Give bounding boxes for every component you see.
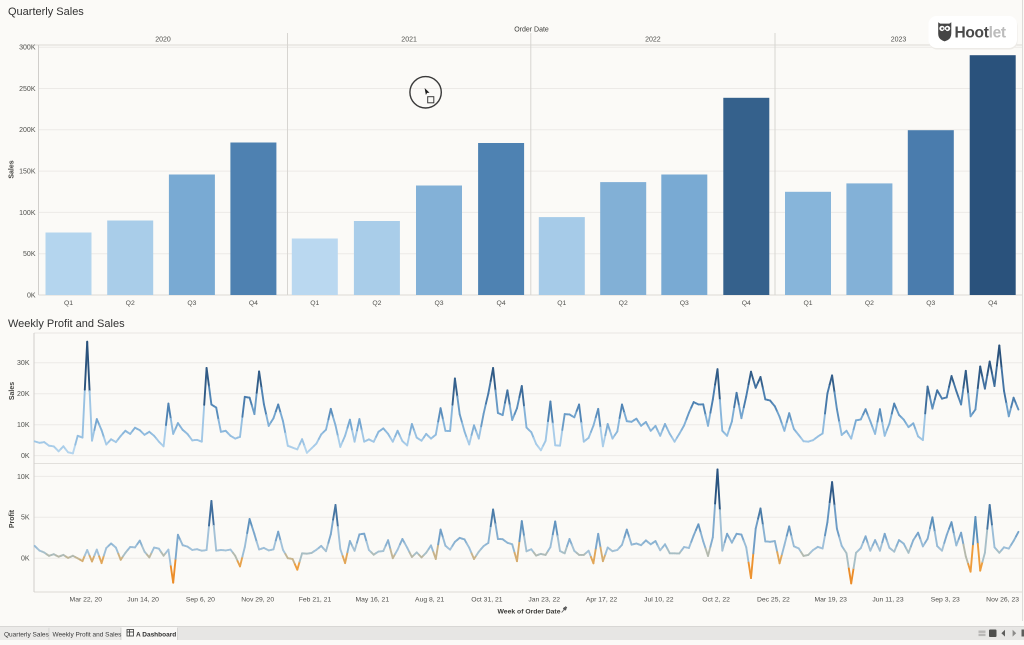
svg-text:Profit: Profit xyxy=(9,509,16,528)
svg-text:5K: 5K xyxy=(21,515,30,522)
svg-text:Sales: Sales xyxy=(9,160,16,178)
svg-text:Apr 17, 22: Apr 17, 22 xyxy=(586,596,618,603)
svg-text:Jul 10, 22: Jul 10, 22 xyxy=(644,596,674,603)
svg-text:Aug 8, 21: Aug 8, 21 xyxy=(415,596,444,603)
svg-text:Week of Order Date: Week of Order Date xyxy=(498,608,561,615)
svg-text:Q3: Q3 xyxy=(434,300,443,307)
svg-text:50K: 50K xyxy=(23,251,36,258)
svg-text:20K: 20K xyxy=(17,391,30,398)
svg-text:Weekly Profit and Sales: Weekly Profit and Sales xyxy=(53,631,123,638)
svg-text:2023: 2023 xyxy=(891,37,907,44)
svg-text:Q1: Q1 xyxy=(803,300,812,307)
svg-text:Order Date: Order Date xyxy=(514,26,549,33)
svg-text:0K: 0K xyxy=(21,556,30,563)
svg-text:Q1: Q1 xyxy=(310,300,319,307)
svg-text:Jun 14, 20: Jun 14, 20 xyxy=(127,596,159,603)
svg-text:Nov 26, 23: Nov 26, 23 xyxy=(986,596,1019,603)
svg-text:Feb 21, 21: Feb 21, 21 xyxy=(299,596,332,603)
svg-text:Q2: Q2 xyxy=(865,300,874,307)
svg-text:Q4: Q4 xyxy=(497,300,506,307)
svg-text:2021: 2021 xyxy=(401,37,417,44)
svg-text:Quarterly Sales: Quarterly Sales xyxy=(4,631,50,638)
svg-text:Nov 29, 20: Nov 29, 20 xyxy=(241,596,274,603)
svg-text:Sep 6, 20: Sep 6, 20 xyxy=(186,596,215,603)
svg-text:Q3: Q3 xyxy=(680,300,689,307)
svg-text:0K: 0K xyxy=(21,453,30,460)
svg-text:0K: 0K xyxy=(27,292,36,299)
svg-text:May 16, 21: May 16, 21 xyxy=(355,596,389,603)
svg-text:Q3: Q3 xyxy=(187,300,196,307)
svg-text:300K: 300K xyxy=(19,45,36,52)
svg-text:Sales: Sales xyxy=(9,382,16,400)
svg-text:Q4: Q4 xyxy=(988,300,997,307)
svg-text:Q2: Q2 xyxy=(619,300,628,307)
svg-text:Q1: Q1 xyxy=(557,300,566,307)
svg-text:Oct 2, 22: Oct 2, 22 xyxy=(702,596,730,603)
svg-text:Q1: Q1 xyxy=(64,300,73,307)
svg-text:10K: 10K xyxy=(17,422,30,429)
svg-text:Q2: Q2 xyxy=(126,300,135,307)
svg-text:Q2: Q2 xyxy=(372,300,381,307)
svg-text:10K: 10K xyxy=(17,474,30,481)
svg-text:150K: 150K xyxy=(19,169,36,176)
svg-text:2022: 2022 xyxy=(645,37,661,44)
svg-text:Q4: Q4 xyxy=(249,300,258,307)
svg-text:Dec 25, 22: Dec 25, 22 xyxy=(757,596,790,603)
svg-text:Jun 11, 23: Jun 11, 23 xyxy=(872,596,903,603)
svg-text:Quarterly Sales: Quarterly Sales xyxy=(8,6,84,18)
svg-text:100K: 100K xyxy=(19,210,36,217)
svg-text:200K: 200K xyxy=(19,127,36,134)
svg-text:Q3: Q3 xyxy=(926,300,935,307)
svg-text:Sep 3, 23: Sep 3, 23 xyxy=(931,596,960,603)
svg-text:Q4: Q4 xyxy=(742,300,751,307)
svg-text:Hootlet: Hootlet xyxy=(955,25,1006,42)
svg-text:Mar 19, 23: Mar 19, 23 xyxy=(814,596,847,603)
svg-text:Oct 31, 21: Oct 31, 21 xyxy=(471,596,503,603)
svg-text:Weekly Profit and Sales: Weekly Profit and Sales xyxy=(8,318,125,330)
svg-text:Mar 22, 20: Mar 22, 20 xyxy=(70,596,103,603)
svg-text:2020: 2020 xyxy=(155,37,171,44)
svg-text:250K: 250K xyxy=(19,86,36,93)
svg-text:A Dashboard: A Dashboard xyxy=(136,631,176,638)
svg-text:Jan 23, 22: Jan 23, 22 xyxy=(528,596,560,603)
svg-text:30K: 30K xyxy=(17,360,30,367)
